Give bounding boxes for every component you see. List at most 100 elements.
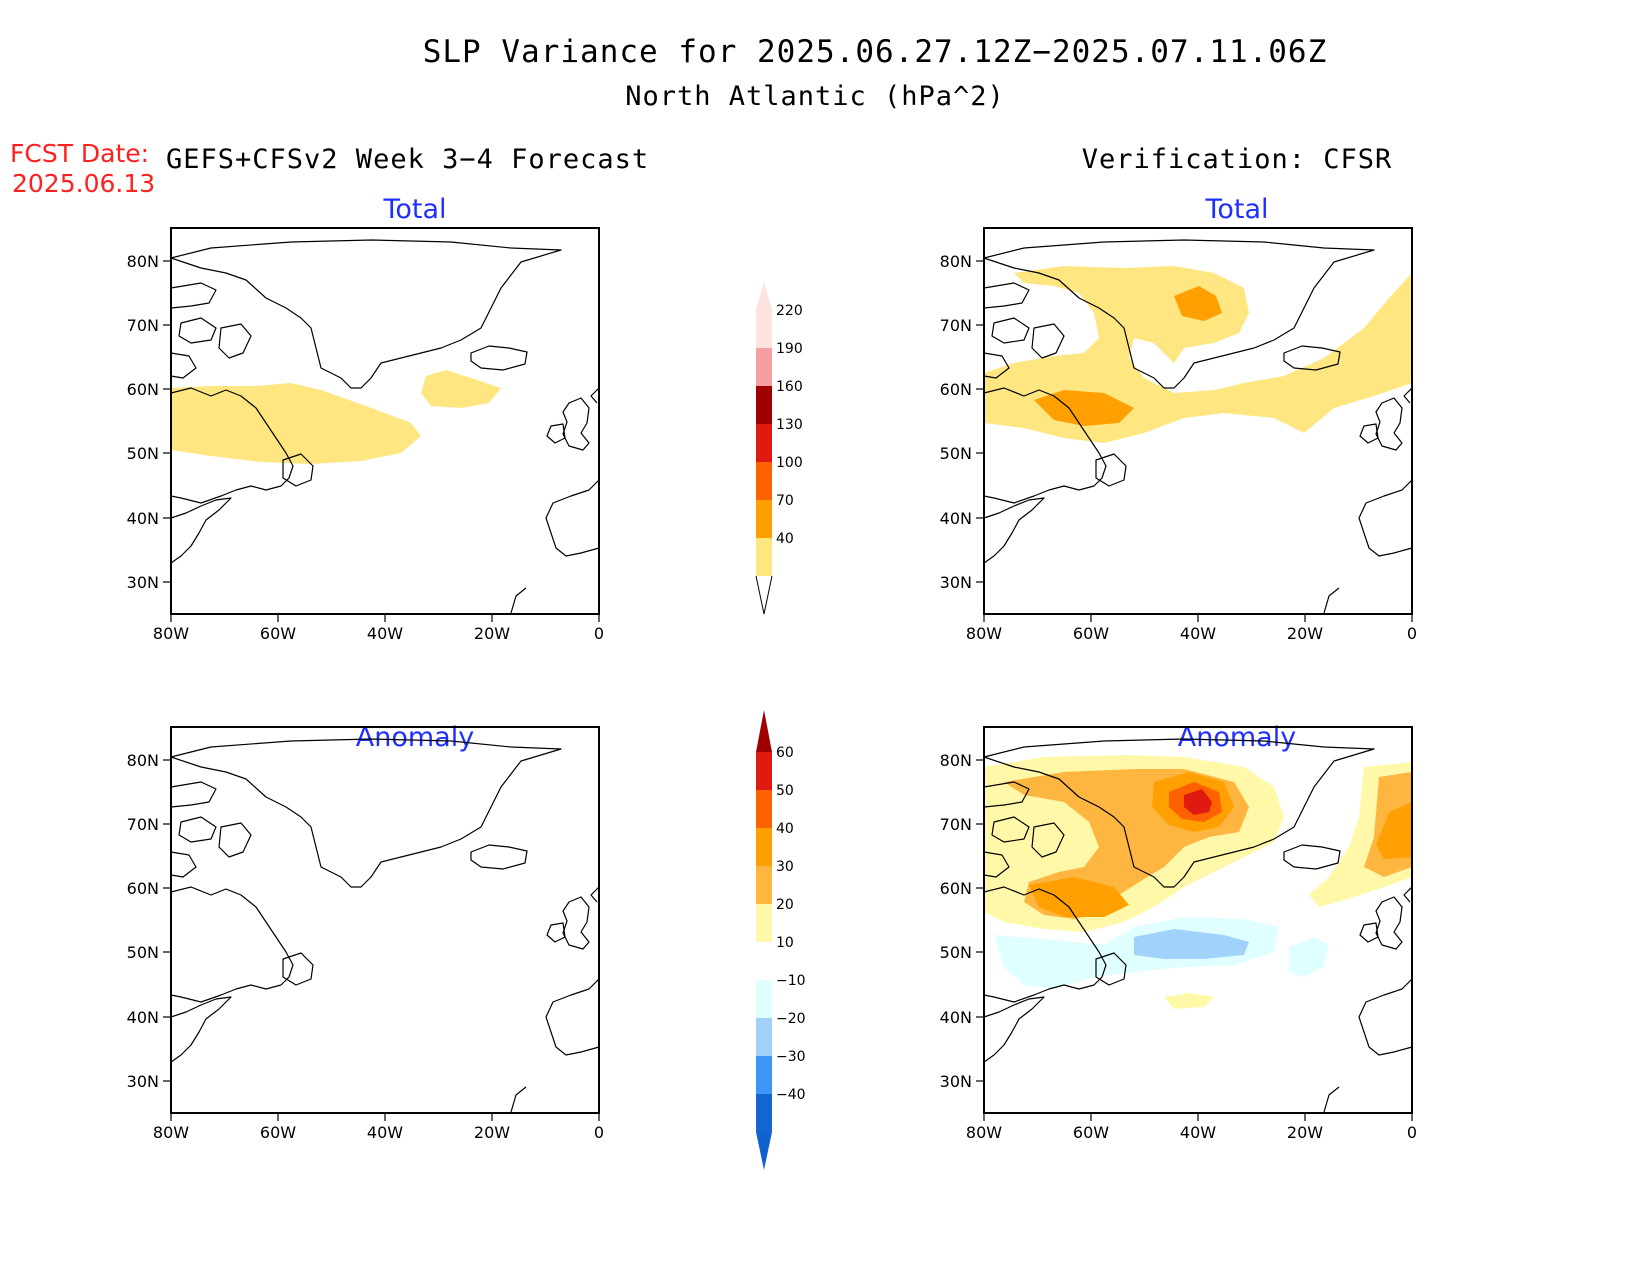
lat-label: 50N — [127, 943, 159, 962]
verification-total-title: Total — [1204, 194, 1268, 225]
colorbar-total-label: 190 — [776, 341, 803, 357]
lat-label: 30N — [127, 1072, 159, 1091]
lat-label: 60N — [127, 879, 159, 898]
lat-label: 80N — [127, 751, 159, 770]
verification-total-map — [983, 227, 1413, 615]
colorbar-anomaly: 60 50 40 30 20 10 −10 −20 −30 −40 — [756, 710, 806, 1170]
colorbar-total-swatch — [756, 386, 772, 424]
lat-label: 50N — [940, 943, 972, 962]
contour-fill-50-60 — [1184, 789, 1212, 815]
fcst-date-label: FCST Date: — [10, 139, 149, 168]
colorbar-total-label: 220 — [776, 303, 803, 319]
contour-fill-neg20-neg30 — [1134, 929, 1249, 959]
lat-label: 70N — [127, 316, 159, 335]
colorbar-anomaly-cap-bottom — [756, 1132, 772, 1170]
lon-label: 40W — [367, 624, 403, 643]
colorbar-anomaly-label: −40 — [776, 1087, 806, 1103]
lat-label: 70N — [940, 815, 972, 834]
fcst-date-value: 2025.06.13 — [12, 169, 155, 198]
colorbar-anomaly-swatch — [756, 904, 772, 942]
lat-label: 60N — [940, 879, 972, 898]
lon-label: 80W — [153, 624, 189, 643]
colorbar-anomaly-swatch — [756, 1018, 772, 1056]
colorbar-anomaly-label: 50 — [776, 783, 794, 799]
forecast-total-title: Total — [382, 194, 446, 225]
colorbar-anomaly-cap-top — [756, 710, 772, 752]
lon-label: 20W — [474, 1123, 510, 1142]
colorbar-anomaly-swatch — [756, 790, 772, 828]
lon-label: 40W — [1180, 1123, 1216, 1142]
colorbar-anomaly-label: −20 — [776, 1011, 806, 1027]
contour-fill-neg10-neg20 — [1289, 937, 1329, 977]
lon-label: 0 — [594, 1123, 604, 1142]
lon-label: 60W — [260, 624, 296, 643]
lat-label: 30N — [940, 573, 972, 592]
lat-label: 40N — [940, 509, 972, 528]
lat-label: 80N — [940, 252, 972, 271]
lat-label: 40N — [127, 509, 159, 528]
contour-fill-30-40 — [1029, 877, 1129, 917]
colorbar-anomaly-label: 60 — [776, 745, 794, 761]
page-title: SLP Variance for 2025.06.27.12Z−2025.07.… — [423, 34, 1328, 70]
colorbar-total-cap-bottom — [755, 575, 773, 615]
lon-label: 80W — [966, 1123, 1002, 1142]
colorbar-total-label: 100 — [776, 455, 803, 471]
axis-labels: 80N 70N 60N 50N 40N 30N 80W 60W 40W 20W 0 80N 70N 60N… — [127, 252, 1417, 1142]
colorbar-total-swatch — [756, 538, 772, 576]
lat-label: 70N — [940, 316, 972, 335]
lon-label: 60W — [1073, 1123, 1109, 1142]
contour-fill-10-20 — [1164, 993, 1214, 1009]
lon-label: 60W — [1073, 624, 1109, 643]
lon-label: 20W — [474, 624, 510, 643]
lat-label: 40N — [940, 1008, 972, 1027]
lon-label: 20W — [1287, 1123, 1323, 1142]
lon-label: 0 — [594, 624, 604, 643]
lon-label: 80W — [153, 1123, 189, 1142]
colorbar-anomaly-label: 40 — [776, 821, 794, 837]
colorbar-anomaly-label: 20 — [776, 897, 794, 913]
verification-anomaly-map — [983, 726, 1413, 1114]
colorbar-total-label: 40 — [776, 531, 794, 547]
colorbar-anomaly-swatch — [756, 866, 772, 904]
colorbar-anomaly-swatch — [756, 980, 772, 1018]
colorbar-total-label: 160 — [776, 379, 803, 395]
forecast-column-title: GEFS+CFSv2 Week 3−4 Forecast — [166, 144, 649, 175]
forecast-total-map — [170, 227, 600, 615]
colorbar-anomaly-swatch — [756, 828, 772, 866]
lat-label: 80N — [127, 252, 159, 271]
colorbar-anomaly-swatch — [756, 1056, 772, 1094]
colorbar-total-label: 130 — [776, 417, 803, 433]
colorbar-total-swatch — [756, 424, 772, 462]
lon-label: 60W — [260, 1123, 296, 1142]
lat-label: 70N — [127, 815, 159, 834]
colorbar-total: 220 190 160 130 100 70 40 — [755, 282, 803, 615]
contour-fill-30-40 — [1376, 802, 1412, 859]
lat-label: 60N — [940, 380, 972, 399]
lon-label: 0 — [1407, 624, 1417, 643]
lon-label: 40W — [1180, 624, 1216, 643]
forecast-anomaly-map — [170, 726, 600, 1114]
contour-fill-70-100 — [1174, 286, 1222, 321]
lat-label: 30N — [127, 573, 159, 592]
lat-label: 30N — [940, 1072, 972, 1091]
colorbar-anomaly-swatch — [756, 1094, 772, 1132]
colorbar-anomaly-label: 30 — [776, 859, 794, 875]
lon-label: 20W — [1287, 624, 1323, 643]
lat-label: 50N — [940, 444, 972, 463]
lat-label: 60N — [127, 380, 159, 399]
colorbar-anomaly-swatch — [756, 942, 772, 980]
page-subtitle: North Atlantic (hPa^2) — [625, 81, 1005, 112]
verification-column-title: Verification: CFSR — [1082, 144, 1393, 175]
colorbar-total-cap-top — [756, 282, 772, 310]
colorbar-anomaly-swatch — [756, 752, 772, 790]
colorbar-total-label: 70 — [776, 493, 794, 509]
lat-label: 80N — [940, 751, 972, 770]
contour-fill-40-70 — [171, 383, 421, 464]
colorbar-anomaly-label: −30 — [776, 1049, 806, 1065]
lat-label: 40N — [127, 1008, 159, 1027]
contour-fill-70-100 — [1034, 390, 1134, 426]
lon-label: 80W — [966, 624, 1002, 643]
contour-fill-40-70 — [421, 370, 501, 408]
lat-label: 50N — [127, 444, 159, 463]
colorbar-total-swatch — [756, 462, 772, 500]
